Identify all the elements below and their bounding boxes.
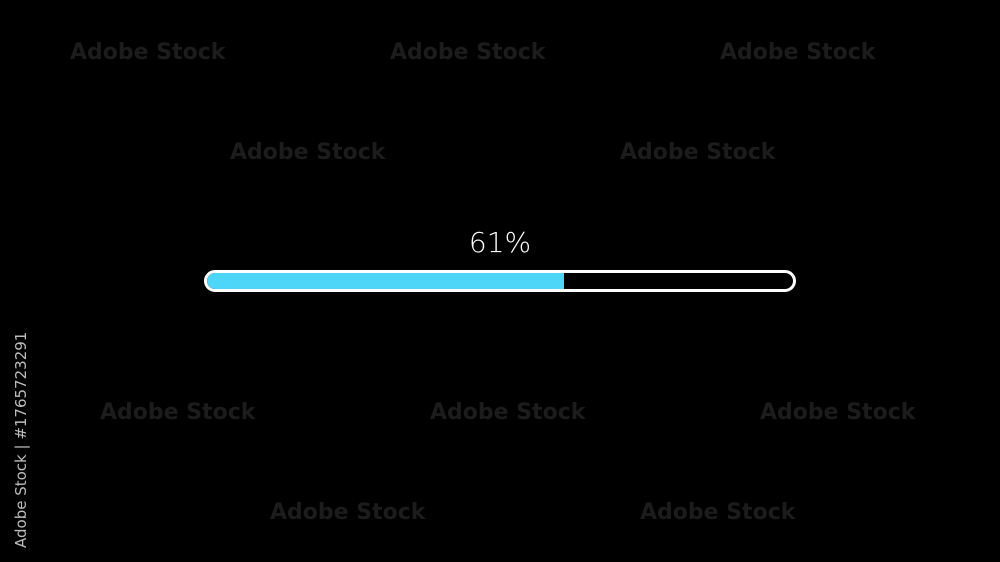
watermark-text: Adobe Stock: [620, 140, 776, 165]
watermark-text: Adobe Stock: [270, 500, 426, 525]
watermark-text: Adobe Stock: [430, 400, 586, 425]
watermark-side-text: Adobe Stock | #1765723291: [12, 331, 30, 548]
progress-percent-label: 61%: [468, 226, 532, 259]
watermark-text: Adobe Stock: [720, 40, 876, 65]
watermark-text: Adobe Stock: [640, 500, 796, 525]
progress-bar: [204, 270, 796, 292]
watermark-text: Adobe Stock: [100, 400, 256, 425]
watermark-text: Adobe Stock: [70, 40, 226, 65]
progress-bar-fill: [207, 273, 565, 289]
watermark-text: Adobe Stock: [230, 140, 386, 165]
watermark-text: Adobe Stock: [760, 400, 916, 425]
watermark-text: Adobe Stock: [390, 40, 546, 65]
